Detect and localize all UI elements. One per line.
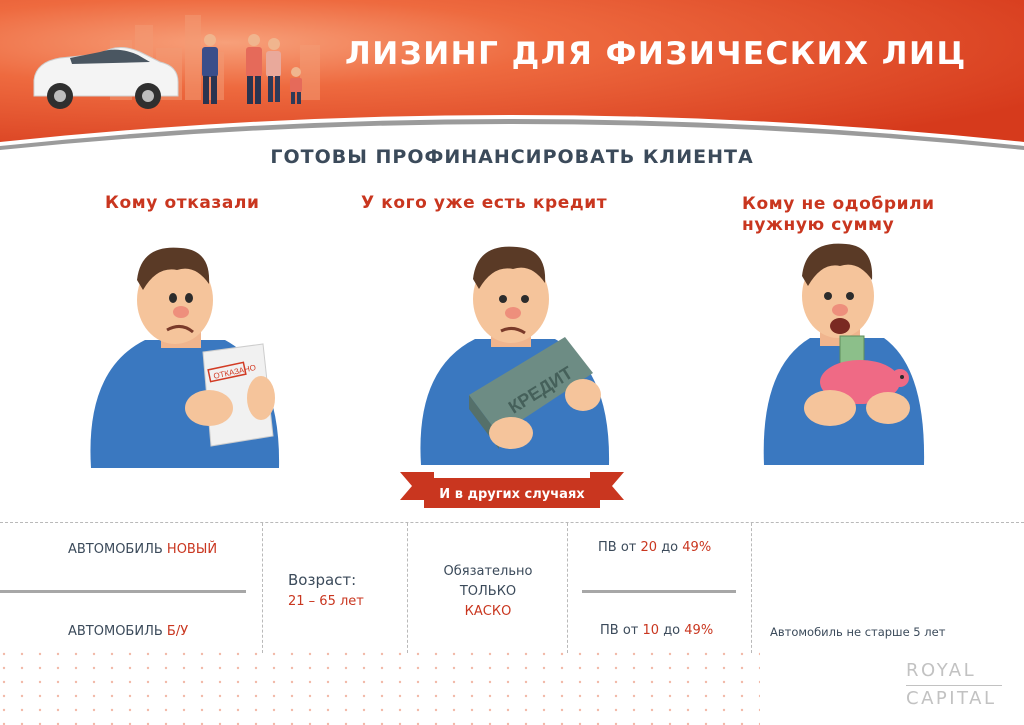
ribbon-label: И в других случаях xyxy=(439,487,585,502)
column-title-has-credit: У кого уже есть кредит xyxy=(361,193,608,213)
car-illustration xyxy=(33,47,179,109)
age-value: 21 – 65 лет xyxy=(288,594,364,609)
column-title-line-1: Кому не одобрили xyxy=(742,194,935,214)
grid-divider-3 xyxy=(567,523,568,653)
pv-row-divider xyxy=(582,590,736,593)
character-refused-illustration: ОТКАЗАНО xyxy=(90,247,280,468)
age-label: Возраст: xyxy=(288,571,357,589)
family-illustration xyxy=(202,34,302,104)
character-credit-illustration: КРЕДИТ xyxy=(420,246,610,465)
grid-divider-2 xyxy=(407,523,408,653)
page-title: ЛИЗИНГ ДЛЯ ФИЗИЧЕСКИХ ЛИЦ xyxy=(345,36,967,72)
brand-logo-line-2: CAPITAL xyxy=(906,688,997,709)
car-age-limit: Автомобиль не старше 5 лет xyxy=(770,625,946,639)
pv-new: ПВ от 20 до 49% xyxy=(598,540,712,555)
grid-divider-4 xyxy=(751,523,752,653)
car-new-label: АВТОМОБИЛЬ НОВЫЙ xyxy=(68,542,218,557)
insurance-info: Обязательно ТОЛЬКО КАСКО xyxy=(443,564,533,619)
pv-used: ПВ от 10 до 49% xyxy=(600,623,714,638)
section-subtitle: ГОТОВЫ ПРОФИНАНСИРОВАТЬ КЛИЕНТА xyxy=(270,146,754,168)
character-piggy-illustration xyxy=(763,243,925,465)
brand-logo-line-1: ROYAL xyxy=(906,660,977,681)
car-row-divider xyxy=(0,590,246,593)
column-title-not-approved: Кому не одобрили нужную сумму xyxy=(742,194,935,236)
grid-divider-1 xyxy=(262,523,263,653)
header-banner xyxy=(0,0,1024,150)
column-title-refused: Кому отказали xyxy=(105,193,260,213)
column-title-line-2: нужную сумму xyxy=(742,215,895,235)
car-used-label: АВТОМОБИЛЬ Б/У xyxy=(68,624,189,639)
ribbon-banner xyxy=(400,472,624,508)
brand-divider xyxy=(906,685,1002,686)
grid-top-divider xyxy=(0,522,1024,523)
dot-pattern xyxy=(0,650,760,725)
